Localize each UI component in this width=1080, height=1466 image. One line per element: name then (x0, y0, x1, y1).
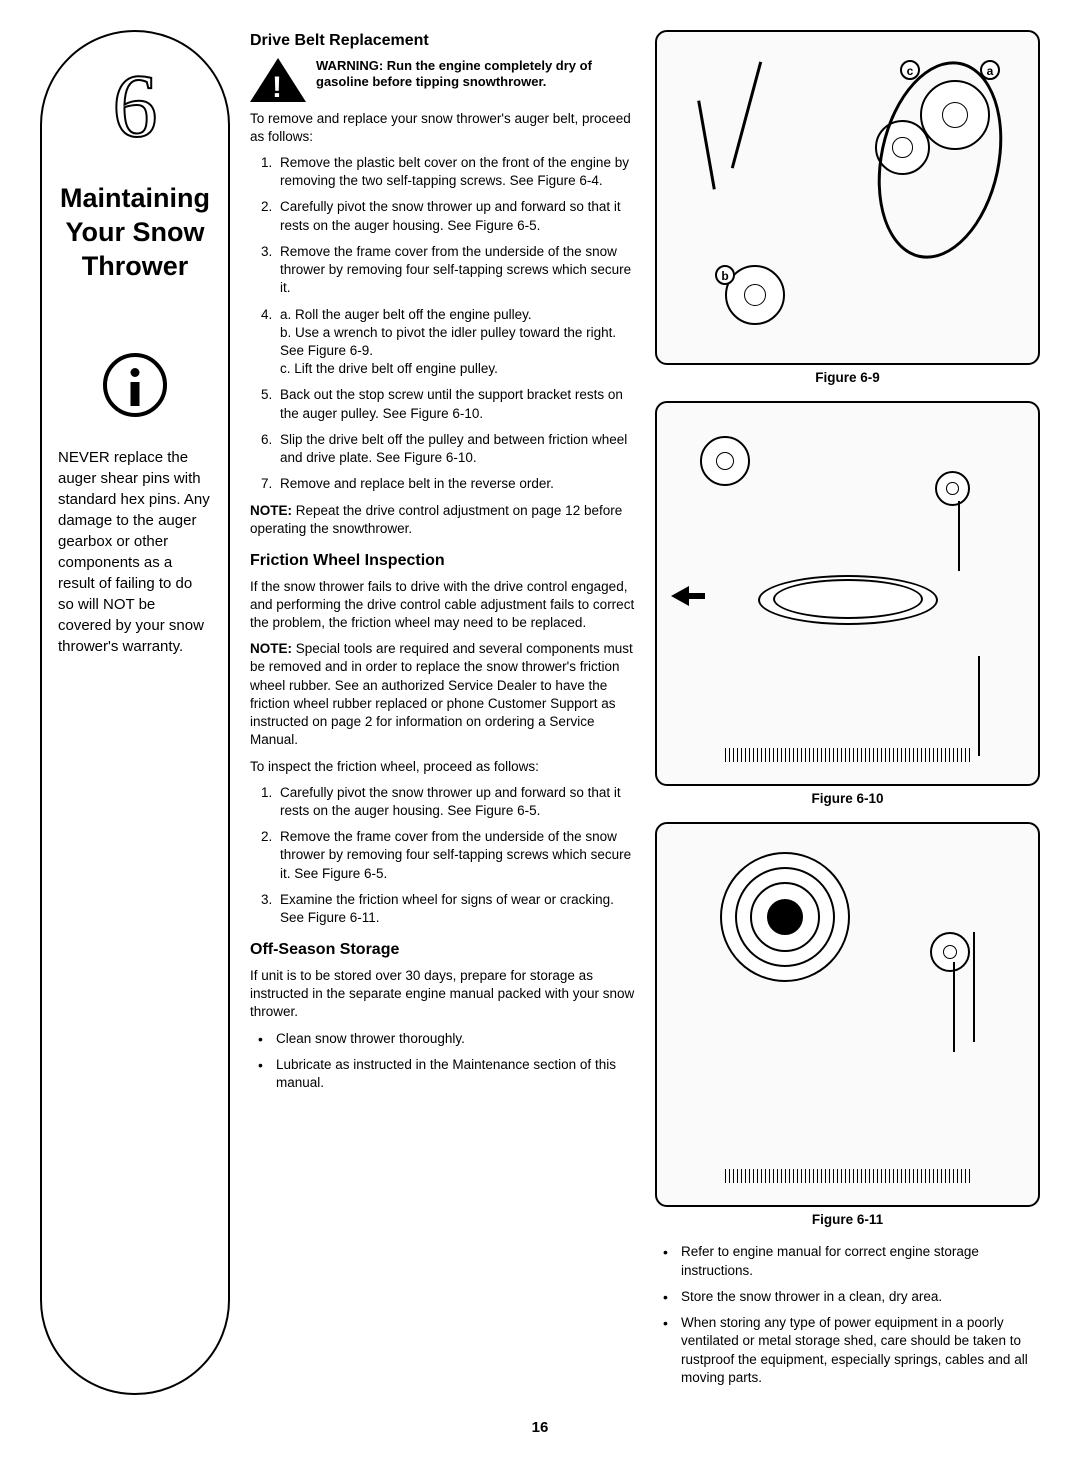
figure-6-10 (655, 401, 1040, 786)
list-item: Lubricate as instructed in the Maintenan… (276, 1056, 635, 1092)
heading-storage: Off-Season Storage (250, 939, 635, 961)
friction-p2: To inspect the friction wheel, proceed a… (250, 758, 635, 776)
sidebar-warning-text: NEVER replace the auger shear pins with … (54, 447, 216, 657)
list-item: When storing any type of power equipment… (681, 1314, 1040, 1387)
heading-friction: Friction Wheel Inspection (250, 550, 635, 572)
drive-belt-intro: To remove and replace your snow thrower'… (250, 110, 635, 146)
drive-belt-note: NOTE: Repeat the drive control adjustmen… (250, 502, 635, 538)
storage-bullets-right: Refer to engine manual for correct engin… (655, 1243, 1040, 1387)
list-item: Examine the friction wheel for signs of … (276, 891, 635, 927)
list-item: Carefully pivot the snow thrower up and … (276, 784, 635, 820)
mechanical-diagram-icon (665, 832, 1030, 1197)
chapter-title: Maintaining Your Snow Thrower (54, 182, 216, 283)
figure-caption: Figure 6-11 (655, 1211, 1040, 1229)
list-item: Slip the drive belt off the pulley and b… (276, 431, 635, 467)
heading-drive-belt: Drive Belt Replacement (250, 30, 635, 52)
list-item: Back out the stop screw until the suppor… (276, 386, 635, 422)
friction-steps: Carefully pivot the snow thrower up and … (250, 784, 635, 928)
list-item: b. Use a wrench to pivot the idler pulle… (280, 324, 635, 360)
figure-label-b: b (715, 265, 735, 285)
sub-steps: a. Roll the auger belt off the engine pu… (280, 306, 635, 379)
figure-6-11 (655, 822, 1040, 1207)
note-label: NOTE: (250, 503, 292, 518)
info-icon (103, 353, 167, 417)
storage-p1: If unit is to be stored over 30 days, pr… (250, 967, 635, 1022)
figure-caption: Figure 6-9 (655, 369, 1040, 387)
figure-6-9: a b c (655, 30, 1040, 365)
warning-text: WARNING: Run the engine completely dry o… (316, 58, 635, 92)
arrow-left-icon (671, 586, 689, 606)
list-item: c. Lift the drive belt off engine pulley… (280, 360, 635, 378)
drive-belt-steps: Remove the plastic belt cover on the fro… (250, 154, 635, 494)
page: 6 Maintaining Your Snow Thrower NEVER re… (40, 30, 1040, 1395)
list-item: Remove the frame cover from the undersid… (276, 243, 635, 298)
list-item: Refer to engine manual for correct engin… (681, 1243, 1040, 1279)
figure-label-a: a (980, 60, 1000, 80)
warning-triangle-icon (250, 58, 306, 102)
list-item: a. Roll the auger belt off the engine pu… (276, 306, 635, 379)
note-text: Repeat the drive control adjustment on p… (250, 503, 622, 536)
left-column: Drive Belt Replacement WARNING: Run the … (250, 30, 635, 1395)
friction-note: NOTE: Special tools are required and sev… (250, 640, 635, 749)
note-label: NOTE: (250, 641, 292, 656)
friction-p1: If the snow thrower fails to drive with … (250, 578, 635, 633)
list-item: Carefully pivot the snow thrower up and … (276, 198, 635, 234)
list-item: Remove the plastic belt cover on the fro… (276, 154, 635, 190)
right-column: a b c Figure 6-9 Figure (655, 30, 1040, 1395)
list-item: Remove and replace belt in the reverse o… (276, 475, 635, 493)
figure-label-c: c (900, 60, 920, 80)
content-area: Drive Belt Replacement WARNING: Run the … (250, 30, 1040, 1395)
chapter-sidebar: 6 Maintaining Your Snow Thrower NEVER re… (40, 30, 230, 1395)
list-item: a. Roll the auger belt off the engine pu… (280, 306, 635, 324)
list-item: Clean snow thrower thoroughly. (276, 1030, 635, 1048)
note-text: Special tools are required and several c… (250, 641, 633, 747)
mechanical-diagram-icon (665, 411, 1030, 776)
chapter-number: 6 (54, 62, 216, 152)
figure-caption: Figure 6-10 (655, 790, 1040, 808)
list-item: Remove the frame cover from the undersid… (276, 828, 635, 883)
warning-block: WARNING: Run the engine completely dry o… (250, 58, 635, 102)
storage-bullets-left: Clean snow thrower thoroughly. Lubricate… (250, 1030, 635, 1093)
page-number: 16 (40, 1419, 1040, 1436)
mechanical-diagram-icon: a b c (665, 40, 1030, 355)
list-item: Store the snow thrower in a clean, dry a… (681, 1288, 1040, 1306)
